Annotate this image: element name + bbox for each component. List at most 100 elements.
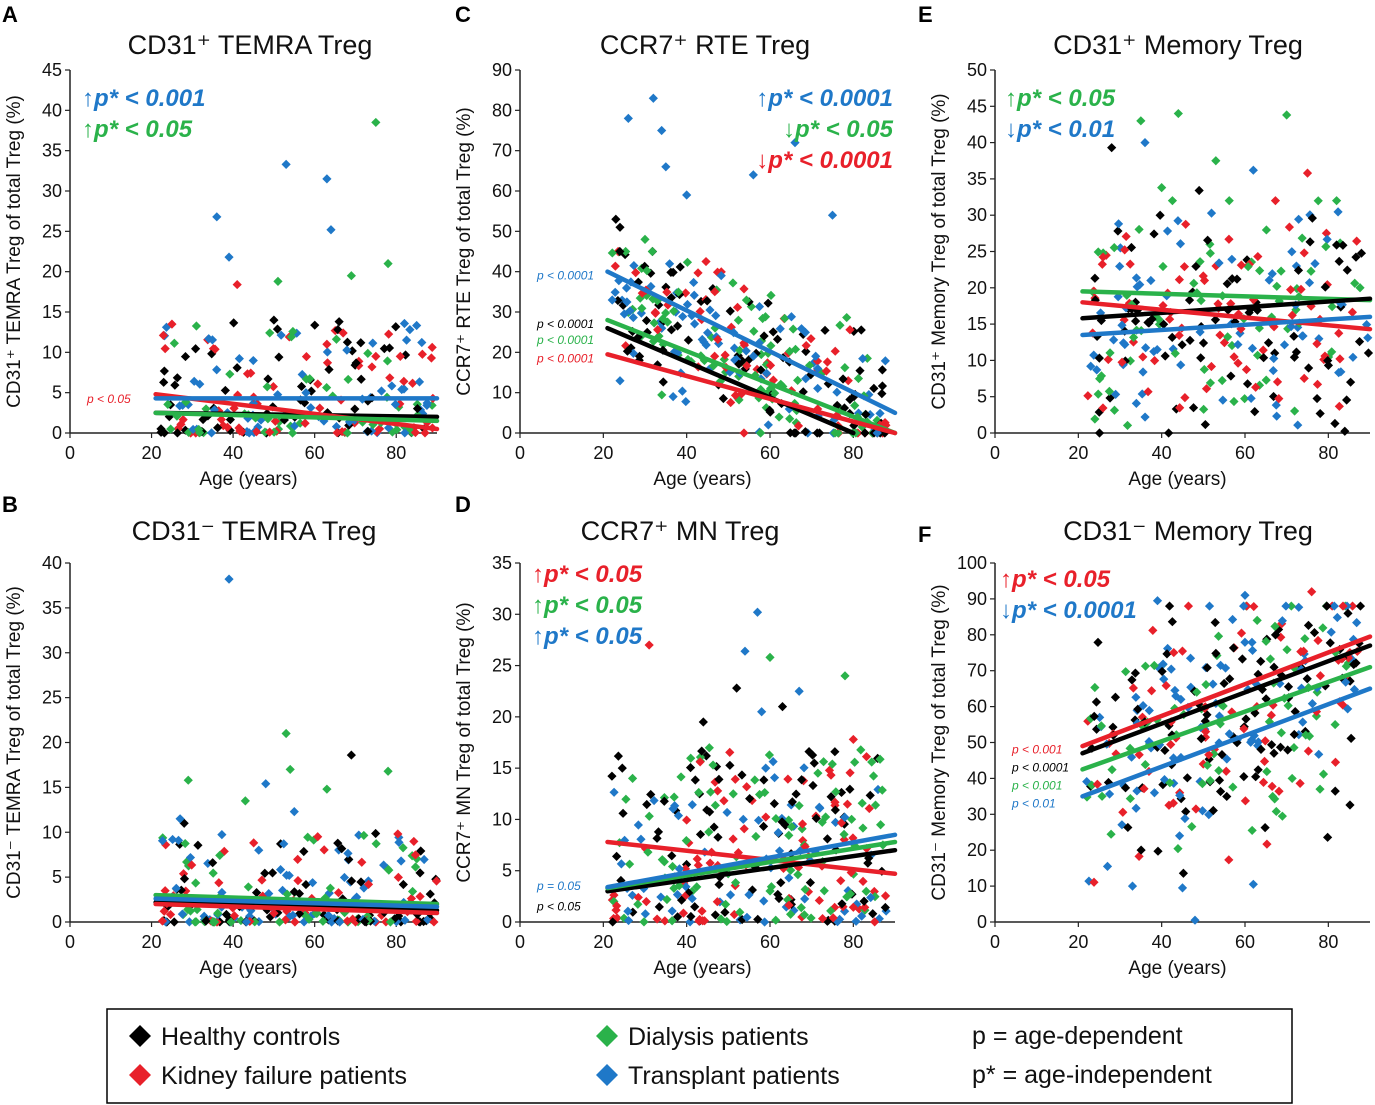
scatter-point <box>234 423 244 433</box>
scatter-point <box>1274 296 1284 306</box>
scatter-point <box>1296 647 1306 657</box>
scatter-point <box>191 878 201 888</box>
scatter-point <box>714 774 724 784</box>
scatter-point <box>190 917 200 927</box>
scatter-point <box>830 346 840 356</box>
scatter-point <box>309 835 319 845</box>
scatter-point-outlier <box>777 702 788 712</box>
scatter-point <box>705 787 716 797</box>
scatter-point <box>641 897 651 907</box>
scatter-point <box>1236 260 1246 270</box>
scatter-point <box>1247 637 1257 647</box>
scatter-point <box>1201 727 1211 737</box>
scatter-point <box>726 397 736 408</box>
scatter-point <box>1247 343 1258 353</box>
scatter-point <box>853 373 864 384</box>
scatter-point <box>1206 208 1217 218</box>
scatter-point <box>633 892 643 903</box>
x-tick-label: 60 <box>760 443 780 463</box>
scatter-point <box>695 829 706 840</box>
scatter-point <box>754 338 764 348</box>
scatter-point <box>661 308 671 318</box>
scatter-point <box>785 428 795 438</box>
scatter-point <box>1233 358 1243 368</box>
scatter-point <box>1348 352 1358 362</box>
scatter-point <box>1163 643 1173 654</box>
scatter-point <box>861 752 872 762</box>
scatter-point <box>880 891 891 901</box>
scatter-point <box>339 872 350 883</box>
scatter-point <box>765 360 776 370</box>
scatter-point <box>423 915 433 925</box>
scatter-point <box>765 886 775 896</box>
y-tick-label: 0 <box>52 912 62 932</box>
scatter-point <box>609 896 619 907</box>
scatter-point <box>1312 393 1322 404</box>
scatter-point <box>835 320 845 330</box>
scatter-point <box>791 789 801 799</box>
scatter-point <box>1098 403 1108 413</box>
x-axis-label: Age (years) <box>1128 469 1226 490</box>
y-tick-label: 10 <box>42 822 62 842</box>
trend-line-dialysis-patients <box>1080 289 1373 303</box>
scatter-point <box>764 750 775 760</box>
scatter-point <box>159 428 169 438</box>
scatter-point <box>1131 692 1141 702</box>
scatter-point <box>1211 261 1221 271</box>
scatter-point-outlier <box>224 252 234 262</box>
scatter-point-outlier <box>752 607 763 617</box>
scatter-point <box>746 302 756 312</box>
y-tick-label: 40 <box>42 553 62 573</box>
scatter-point <box>1093 247 1103 257</box>
scatter-point <box>1356 248 1367 258</box>
scatter-point <box>674 881 684 891</box>
scatter-point <box>686 911 696 922</box>
scatter-point-outlier <box>657 125 667 136</box>
scatter-point <box>1215 330 1225 340</box>
scatter-point <box>1176 694 1186 704</box>
scatter-point <box>1214 765 1224 776</box>
scatter-point <box>680 891 690 901</box>
scatter-point <box>241 917 252 927</box>
x-tick-label: 60 <box>1235 932 1255 952</box>
scatter-point <box>306 403 316 413</box>
x-tick-label: 0 <box>990 443 1000 463</box>
scatter-point <box>678 311 688 322</box>
scatter-point <box>851 428 861 438</box>
scatter-point <box>166 424 176 434</box>
scatter-point <box>1185 653 1196 663</box>
scatter-point <box>728 834 738 844</box>
scatter-point <box>301 388 311 398</box>
scatter-point <box>383 423 394 433</box>
scatter-point <box>1338 240 1348 250</box>
scatter-point <box>1089 350 1099 360</box>
scatter-point <box>667 861 678 872</box>
scatter-point <box>399 376 409 386</box>
scatter-point <box>811 813 821 823</box>
scatter-point <box>786 865 796 875</box>
scatter-point-outlier <box>644 640 654 650</box>
scatter-point <box>335 917 345 927</box>
trend-line-healthy-controls <box>1080 296 1373 321</box>
scatter-point <box>800 894 810 904</box>
scatter-point <box>1093 389 1103 399</box>
scatter-point <box>319 910 329 920</box>
scatter-point <box>188 424 198 435</box>
scatter-point <box>282 889 292 899</box>
scatter-point <box>264 888 274 899</box>
scatter-point <box>739 824 749 834</box>
scatter-point <box>1298 331 1308 341</box>
scatter-point <box>1266 710 1276 720</box>
scatter-point <box>1137 712 1148 722</box>
y-axis-label: CCR7⁺ MN Treg of total Treg (%) <box>454 602 475 882</box>
scatter-point <box>799 910 810 920</box>
scatter-point <box>640 261 650 271</box>
scatter-point <box>249 838 259 848</box>
scatter-point <box>730 878 741 888</box>
scatter-point <box>1113 219 1124 229</box>
scatter-point <box>687 893 697 904</box>
x-tick-label: 20 <box>142 932 162 952</box>
scatter-point <box>839 403 850 413</box>
scatter-point <box>420 428 430 438</box>
scatter-point <box>1283 701 1293 711</box>
